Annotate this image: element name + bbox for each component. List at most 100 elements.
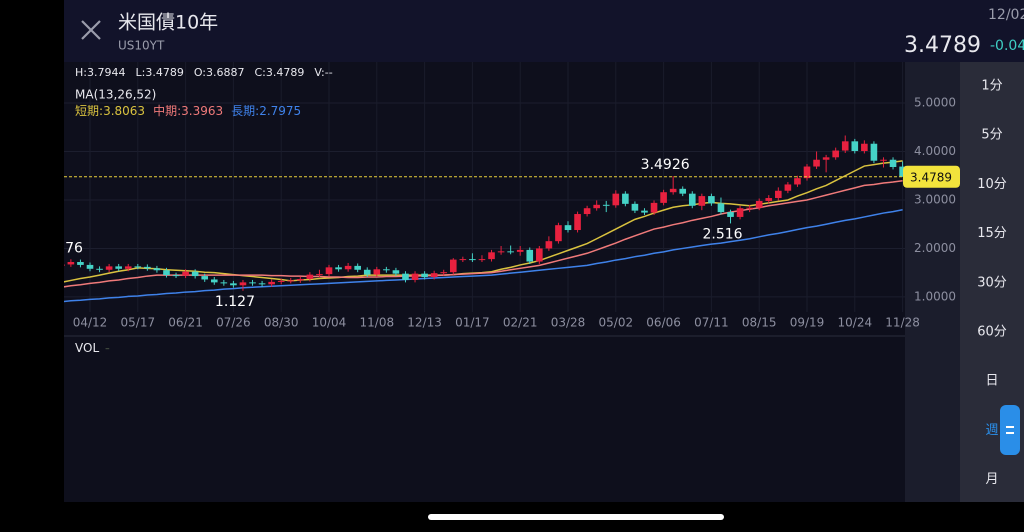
title: 米国債10年 (118, 12, 218, 34)
ohlc-row: H:3.7944 L:3.4789 O:3.6887 C:3.4789 V:-- (75, 66, 333, 79)
candle-body (841, 141, 849, 151)
candle-body (497, 251, 505, 253)
legend-value: 3.3963 (181, 104, 223, 118)
x-tick-label: 10/24 (838, 316, 873, 330)
volume-value: – (105, 344, 110, 354)
candle-body (134, 266, 142, 268)
x-tick-label: 08/30 (264, 316, 299, 330)
candle-body (717, 203, 725, 213)
candle-body (880, 159, 887, 161)
candle-body (239, 282, 247, 286)
volume-label: VOL (75, 341, 99, 355)
x-tick-label: 05/17 (121, 316, 156, 330)
ohlc-value: 3.4789 (145, 66, 184, 79)
date: 12/02 (988, 7, 1024, 23)
timeframe-button[interactable]: 1分 (981, 79, 1002, 94)
x-tick-label: 03/28 (551, 316, 586, 330)
ohlc-value: 3.7944 (87, 66, 126, 79)
y-tick-label: 3.0000 (914, 192, 956, 206)
scroll-knob[interactable] (1000, 405, 1020, 455)
candle-body (124, 266, 132, 269)
candle-body (258, 283, 266, 285)
candle-body (507, 251, 514, 253)
ohlc-key: C: (255, 66, 266, 79)
candle-body (794, 178, 801, 185)
candle-body (297, 278, 304, 281)
legend-sep: : (255, 104, 259, 118)
x-tick-label: 04/12 (73, 316, 108, 330)
candle-body (478, 259, 486, 261)
last-price: 3.4789 (904, 33, 981, 58)
candle-body (459, 259, 467, 261)
x-tick-label: 11/28 (885, 316, 920, 330)
legend-name: 短期 (75, 104, 99, 118)
candle-body (822, 157, 830, 160)
candle-body (220, 282, 228, 284)
extreme-label: 2.516 (702, 226, 742, 242)
legend-name: 長期 (231, 104, 255, 118)
extreme-label: 3.4926 (641, 157, 690, 173)
candle-body (449, 259, 457, 273)
candle-body (268, 281, 275, 285)
home-indicator (428, 514, 724, 520)
candle-body (488, 252, 495, 260)
x-tick-label: 10/04 (312, 316, 347, 330)
candle-body (411, 273, 419, 280)
candle-body (287, 280, 295, 282)
y-tick-label: 4.0000 (914, 144, 956, 158)
timeframe-button[interactable]: 10分 (977, 177, 1007, 192)
candle-body (602, 204, 610, 206)
candle-body (688, 193, 696, 206)
timeframe-button[interactable]: 日 (985, 374, 998, 389)
timeframe-button[interactable]: 15分 (977, 226, 1007, 241)
legend-sep: : (99, 104, 103, 118)
candle-body (105, 266, 113, 270)
candle-body (64, 264, 65, 266)
x-tick-label: 05/02 (599, 316, 634, 330)
header-bar (64, 0, 1024, 62)
candle-body (555, 225, 562, 242)
candle-body (277, 280, 285, 282)
candle-body (210, 279, 218, 283)
candle-body (86, 264, 94, 269)
y-tick-label: 2.0000 (914, 241, 956, 255)
timeframe-button[interactable]: 60分 (977, 325, 1007, 340)
candle-body (727, 212, 734, 217)
candle-body (421, 273, 428, 278)
candle-body (335, 267, 342, 270)
candle-body (813, 159, 820, 167)
candle-body (832, 150, 839, 158)
candle-body (564, 225, 572, 231)
timeframe-button[interactable]: 5分 (981, 128, 1002, 143)
candle-body (392, 270, 400, 274)
x-tick-label: 08/15 (742, 316, 777, 330)
ma-legend: 短期:3.8063 中期:3.3963 長期:2.7975 (75, 103, 301, 118)
timeframe-button[interactable]: 週 (985, 423, 998, 438)
symbol: US10YT (118, 39, 165, 53)
legend-sep: : (177, 104, 181, 118)
ma-label: MA(13,26,52) (75, 88, 156, 102)
candle-body (708, 196, 715, 204)
candle-body (583, 208, 591, 215)
candle-body (440, 272, 448, 274)
y-tick-label: 1.0000 (914, 289, 956, 303)
candle-body (516, 249, 524, 252)
timeframe-button[interactable]: 30分 (977, 275, 1007, 290)
candle-body (870, 143, 878, 161)
current-price-label: 3.4789 (910, 170, 952, 184)
volume-label-row: VOL – (75, 341, 110, 355)
candle-body (775, 190, 782, 199)
close-button[interactable] (81, 20, 101, 40)
chart-panel (64, 62, 905, 502)
candle-body (641, 210, 648, 213)
candle-body (545, 241, 553, 249)
candle-body (316, 274, 323, 276)
timeframe-button[interactable]: 月 (985, 472, 998, 487)
candle-body (889, 159, 897, 168)
candle-body (765, 198, 773, 201)
x-tick-label: 12/13 (407, 316, 442, 330)
ohlc-value: 3.6887 (206, 66, 245, 79)
ohlc-key: O: (194, 66, 206, 79)
candle-body (67, 262, 75, 265)
